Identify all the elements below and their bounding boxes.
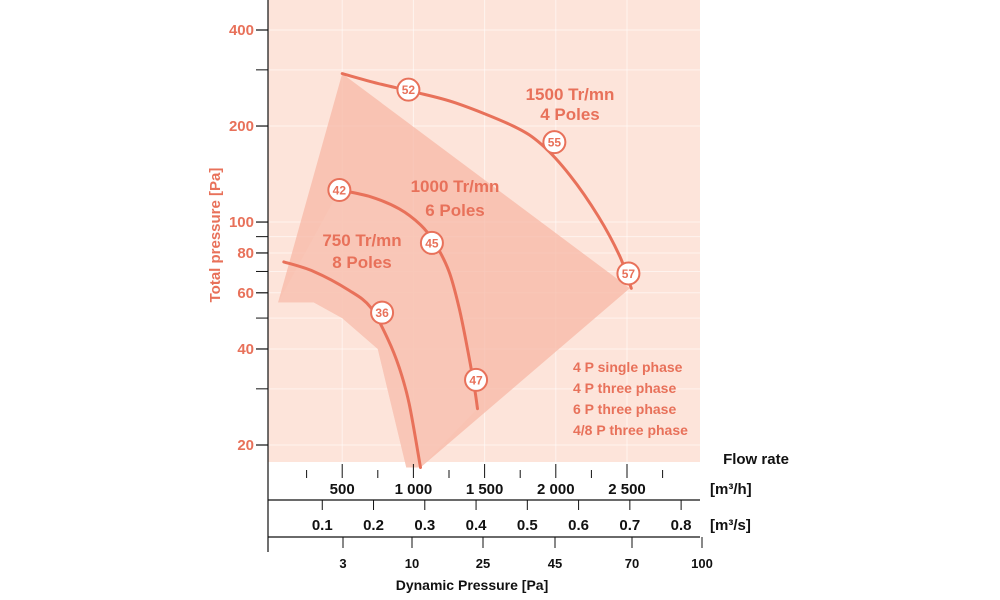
flow-m3s-tick-label: 0.5 xyxy=(517,517,538,534)
y-tick-label: 80 xyxy=(237,245,254,262)
flow-m3h-tick-label: 1 000 xyxy=(395,481,433,498)
flow-m3s-tick-label: 0.1 xyxy=(312,517,333,534)
noise-marker-value: 45 xyxy=(425,236,439,250)
noise-marker-circle xyxy=(464,367,489,392)
noise-marker-circle xyxy=(542,130,567,155)
noise-marker-circle xyxy=(327,178,352,203)
noise-marker-36: 36 xyxy=(370,300,395,325)
flow-m3h-tick-label: 2 000 xyxy=(537,481,575,498)
legend: 4 P single phase 4 P three phase 6 P three… xyxy=(573,359,688,438)
dyn-pressure-tick-label: 45 xyxy=(548,556,562,571)
dyn-pressure-tick-label: 25 xyxy=(476,556,490,571)
flow-m3h-unit: [m³/h] xyxy=(710,481,752,498)
flow-m3s-tick-label: 0.2 xyxy=(363,517,384,534)
y-tick-label: 100 xyxy=(229,214,254,231)
curve-1500-rpm-label-poles: 4 Poles xyxy=(540,105,600,124)
noise-marker-value: 52 xyxy=(402,83,416,97)
x-axis-title: Flow rate xyxy=(723,451,789,468)
dyn-pressure-tick-label: 3 xyxy=(339,556,346,571)
dyn-pressure-tick-label: 100 xyxy=(691,556,713,571)
flow-m3s-tick-label: 0.4 xyxy=(466,517,488,534)
y-tick-label: 400 xyxy=(229,22,254,39)
noise-marker-47: 47 xyxy=(464,367,489,392)
noise-marker-value: 36 xyxy=(375,306,389,320)
noise-marker-circle xyxy=(370,300,395,325)
flow-m3s-tick-label: 0.3 xyxy=(414,517,435,534)
curve-1000-rpm-label-poles: 6 Poles xyxy=(425,201,485,220)
flow-m3h-tick-label: 1 500 xyxy=(466,481,504,498)
curve-750-rpm-label-poles: 8 Poles xyxy=(332,253,392,272)
noise-marker-55: 55 xyxy=(542,130,567,155)
noise-marker-57: 57 xyxy=(616,261,641,286)
y-axis-title: Total pressure [Pa] xyxy=(207,168,224,303)
operating-envelope-area xyxy=(278,73,630,468)
y-tick-label: 200 xyxy=(229,118,254,135)
legend-entry: 4/8 P three phase xyxy=(573,422,688,438)
noise-marker-52: 52 xyxy=(396,77,421,102)
curve-1500-rpm xyxy=(340,72,633,290)
flow-m3s-tick-label: 0.7 xyxy=(619,517,640,534)
y-tick-label: 20 xyxy=(237,437,254,454)
curve-1000-rpm-label-speed: 1000 Tr/mn xyxy=(411,177,500,196)
inner-region-area xyxy=(278,190,478,468)
y-axis: 20 40 60 80 100 200 400 xyxy=(229,0,269,462)
legend-entry: 4 P single phase xyxy=(573,359,683,375)
dyn-pressure-tick-label: 10 xyxy=(405,556,419,571)
curve-1500-rpm-label-speed: 1500 Tr/mn xyxy=(526,85,615,104)
flow-m3s-tick-label: 0.6 xyxy=(568,517,589,534)
noise-marker-circle xyxy=(419,230,444,255)
noise-marker-value: 55 xyxy=(548,136,562,150)
noise-marker-value: 47 xyxy=(469,373,483,387)
noise-marker-42: 42 xyxy=(327,178,352,203)
curve-labels: 1500 Tr/mn4 Poles 1000 Tr/mn 6 Poles 750 Tr… xyxy=(322,85,614,272)
x-axes: 500 1 000 1 500 2 000 2 500 [m³/h] 0.1 0.2 0.3 0.… xyxy=(267,462,752,571)
noise-marker-circle xyxy=(616,261,641,286)
dynamic-pressure-title: Dynamic Pressure [Pa] xyxy=(396,577,549,593)
legend-entry: 4 P three phase xyxy=(573,380,676,396)
flow-m3h-tick-label: 2 500 xyxy=(608,481,646,498)
noise-marker-value: 42 xyxy=(333,184,347,198)
dyn-pressure-tick-label: 70 xyxy=(625,556,639,571)
legend-entry: 6 P three phase xyxy=(573,401,676,417)
y-tick-label: 60 xyxy=(237,285,254,302)
noise-marker-45: 45 xyxy=(419,230,444,255)
noise-marker-value: 57 xyxy=(622,267,636,281)
y-tick-label: 40 xyxy=(237,341,254,358)
flow-m3s-tick-label: 0.8 xyxy=(671,517,692,534)
curve-750-rpm-label-speed: 750 Tr/mn xyxy=(322,231,401,250)
flow-m3h-tick-label: 500 xyxy=(330,481,355,498)
noise-marker-circle xyxy=(396,77,421,102)
speed-curves: 52 55 57 42 45 47 36 xyxy=(282,72,641,469)
flow-m3s-unit: [m³/s] xyxy=(710,517,751,534)
